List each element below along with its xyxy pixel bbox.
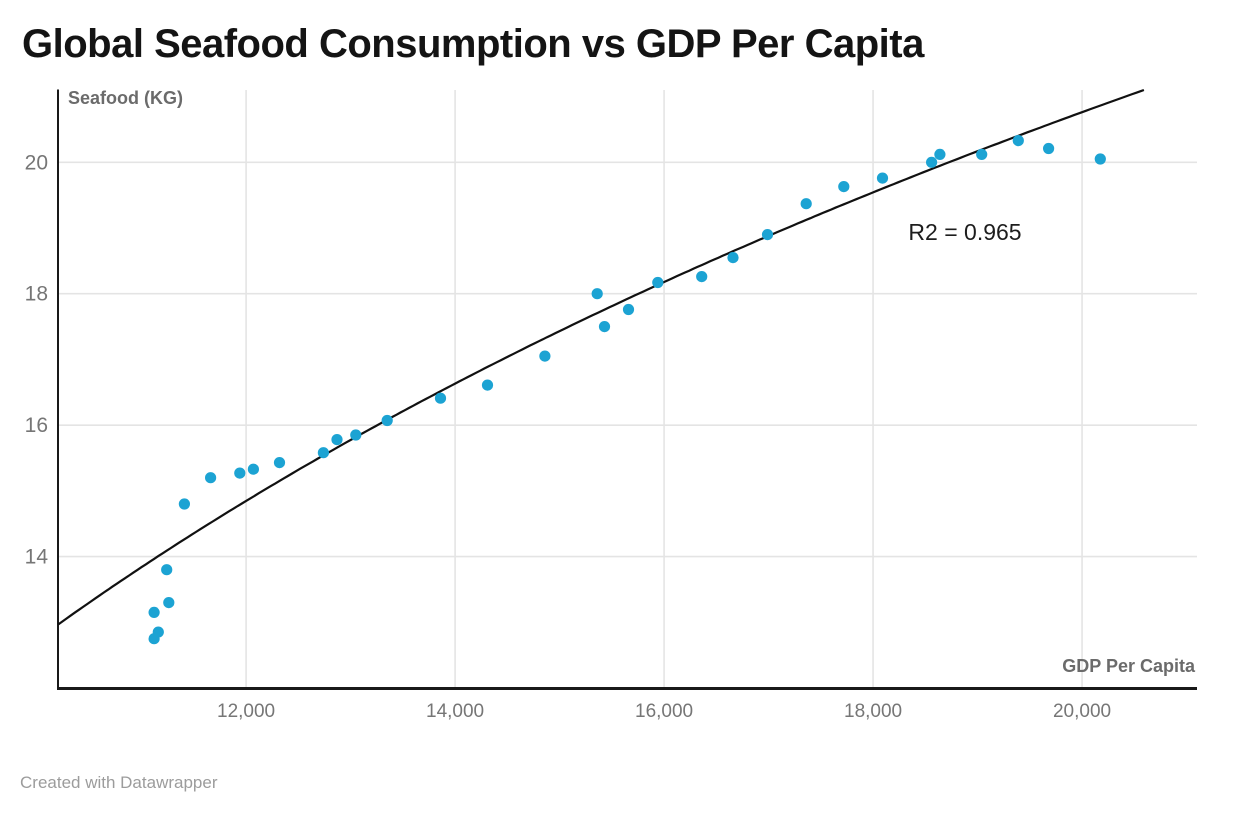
y-tick-label: 16 <box>25 414 48 437</box>
data-point[interactable] <box>148 606 160 619</box>
data-point[interactable] <box>152 626 164 638</box>
data-point[interactable] <box>539 350 551 362</box>
y-tick-label: 20 <box>25 151 48 174</box>
data-point[interactable] <box>1094 153 1106 165</box>
data-point[interactable] <box>273 457 286 469</box>
data-point[interactable] <box>205 472 217 484</box>
attribution-link[interactable]: Created with Datawrapper <box>20 773 218 792</box>
data-point[interactable] <box>1043 142 1055 155</box>
data-point[interactable] <box>696 271 708 283</box>
data-point[interactable] <box>926 156 938 168</box>
r2-annotation: R2 = 0.965 <box>908 219 1021 245</box>
trend-line <box>57 88 1145 626</box>
data-point[interactable] <box>652 276 664 289</box>
data-point[interactable] <box>622 303 635 316</box>
scatter-plot: 12,000 14,000 16,000 18,000 20,000 20 18 16 14 Se… <box>25 88 1197 722</box>
data-point[interactable] <box>234 467 246 479</box>
data-point[interactable] <box>350 429 362 441</box>
y-tick-label: 14 <box>25 546 49 569</box>
data-point[interactable] <box>163 597 175 609</box>
data-point[interactable] <box>381 414 393 427</box>
x-tick-label: 16,000 <box>635 701 693 722</box>
data-point[interactable] <box>178 498 190 510</box>
data-point[interactable] <box>838 181 850 193</box>
data-point[interactable] <box>800 198 812 210</box>
data-point[interactable] <box>161 564 173 576</box>
data-point[interactable] <box>727 252 739 264</box>
data-point[interactable] <box>591 288 603 300</box>
data-point[interactable] <box>247 463 259 475</box>
x-tick-label: 12,000 <box>217 701 275 722</box>
data-point[interactable] <box>876 172 889 184</box>
data-point[interactable] <box>317 447 329 459</box>
data-point[interactable] <box>934 148 946 160</box>
y-axis-title: Seafood (KG) <box>68 88 183 108</box>
x-tick-label: 18,000 <box>844 701 902 722</box>
x-tick-label: 20,000 <box>1053 701 1111 722</box>
data-point[interactable] <box>331 434 343 446</box>
data-point[interactable] <box>761 229 774 241</box>
data-point[interactable] <box>1012 135 1024 147</box>
data-point[interactable] <box>976 148 988 160</box>
chart-title: Global Seafood Consumption vs GDP Per Ca… <box>22 22 924 66</box>
x-tick-label: 14,000 <box>426 701 484 722</box>
data-point[interactable] <box>434 392 447 404</box>
x-axis-title: GDP Per Capita <box>1062 656 1196 676</box>
data-point[interactable] <box>481 379 494 391</box>
y-tick-label: 18 <box>25 283 48 306</box>
data-point[interactable] <box>598 321 611 333</box>
